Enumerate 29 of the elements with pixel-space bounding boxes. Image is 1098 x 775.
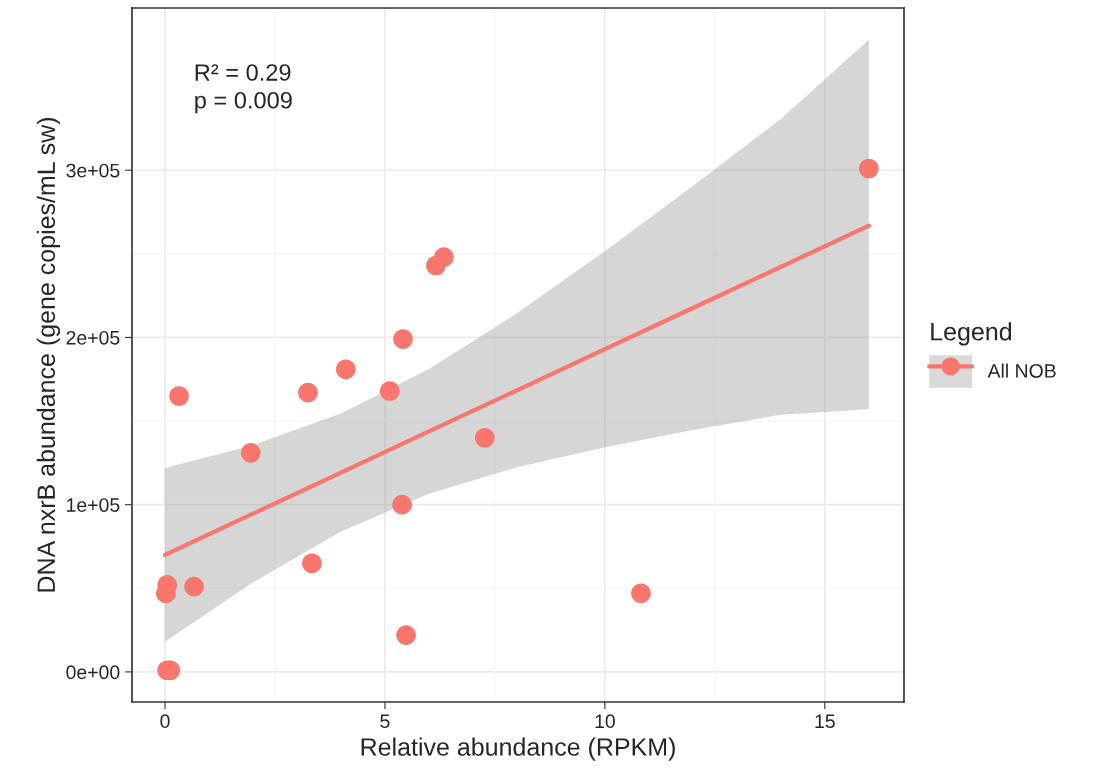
- point: [298, 382, 318, 403]
- point: [858, 158, 879, 179]
- annotation: p = 0.009: [195, 91, 292, 114]
- point: [474, 427, 495, 448]
- point: [426, 255, 446, 276]
- x-tick-label: 5: [380, 714, 390, 729]
- point: [302, 553, 322, 574]
- legend-title: Legend: [931, 322, 1012, 346]
- point: [396, 625, 416, 645]
- point: [184, 576, 204, 597]
- y-tick-label: 0e+00: [66, 665, 120, 680]
- line-series: [162, 223, 871, 557]
- y-axis-title: DNA nxrB abundance (gene copies/mL sw): [36, 117, 61, 592]
- point: [393, 329, 413, 349]
- y-tick-label: 2e+05: [66, 330, 120, 345]
- x-tick-label: 15: [815, 714, 835, 729]
- x-tick-label: 10: [595, 714, 615, 729]
- y-tick-label: 1e+05: [67, 498, 120, 512]
- legend-label: All NOB: [987, 363, 1056, 378]
- point: [379, 381, 400, 401]
- x-tick-label: 0: [160, 714, 170, 729]
- point: [169, 386, 189, 406]
- point: [392, 494, 412, 515]
- annotation: R² = 0.29: [195, 64, 291, 81]
- point: [631, 583, 651, 604]
- point: [335, 359, 356, 380]
- x-axis-title: Relative abundance (RPKM): [361, 737, 675, 761]
- y-tick-label: 3e+05: [66, 163, 120, 178]
- point: [240, 443, 261, 463]
